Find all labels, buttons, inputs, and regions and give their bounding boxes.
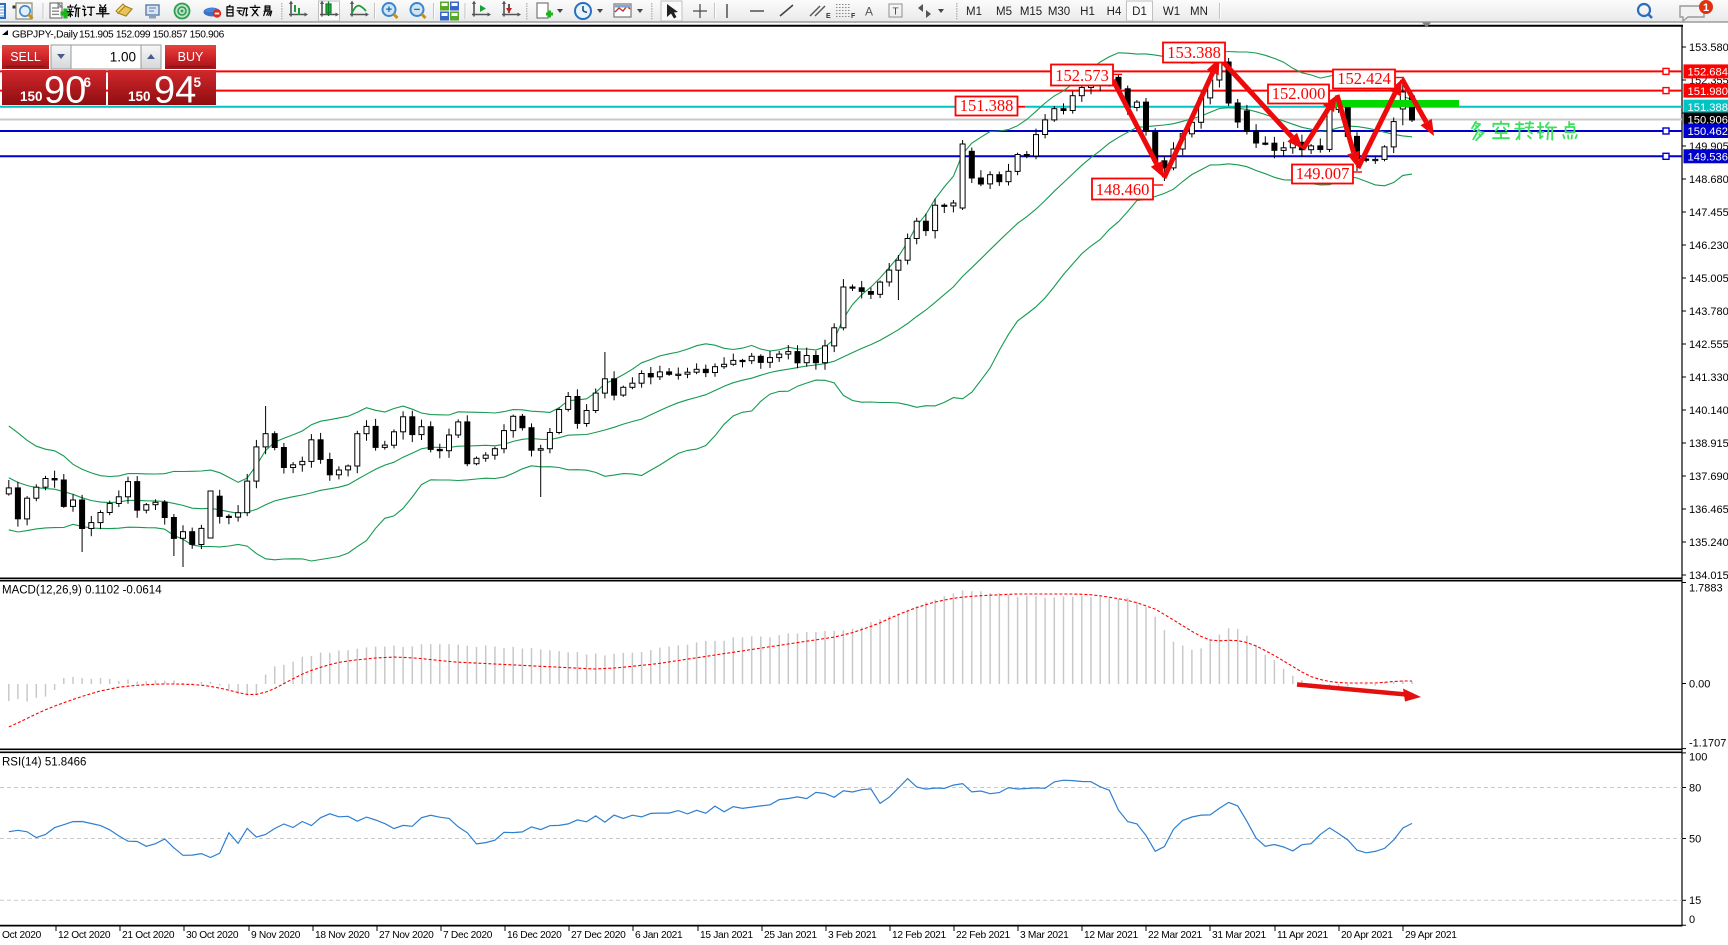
svg-text:153.388: 153.388 <box>1167 43 1221 62</box>
svg-text:1.00: 1.00 <box>110 50 136 65</box>
svg-text:M15: M15 <box>1020 6 1042 18</box>
svg-text:MACD(12,26,9) 0.1102 -0.0614: MACD(12,26,9) 0.1102 -0.0614 <box>2 585 162 597</box>
svg-text:SELL: SELL <box>10 50 41 64</box>
svg-text:152.000: 152.000 <box>1272 84 1326 103</box>
svg-text:30 Oct 2020: 30 Oct 2020 <box>186 930 239 941</box>
svg-text:−: − <box>414 4 420 16</box>
svg-text:0.00: 0.00 <box>1689 678 1710 690</box>
svg-text:135.240: 135.240 <box>1689 537 1728 549</box>
svg-text:-1.1707: -1.1707 <box>1689 738 1726 750</box>
svg-text:11 Apr 2021: 11 Apr 2021 <box>1277 930 1329 941</box>
svg-text:146.230: 146.230 <box>1689 240 1728 252</box>
svg-text:27 Nov 2020: 27 Nov 2020 <box>379 930 434 941</box>
svg-text:W1: W1 <box>1163 6 1180 18</box>
svg-text:1.7883: 1.7883 <box>1689 583 1723 595</box>
svg-text:0: 0 <box>1689 914 1695 926</box>
svg-text:BUY: BUY <box>178 50 204 64</box>
svg-text:21 Oct 2020: 21 Oct 2020 <box>122 930 175 941</box>
svg-text:151.980: 151.980 <box>1688 86 1728 98</box>
svg-text:147.455: 147.455 <box>1689 207 1728 219</box>
svg-text:15: 15 <box>1689 895 1701 907</box>
svg-text:M30: M30 <box>1048 6 1070 18</box>
svg-text:152.573: 152.573 <box>1055 66 1109 85</box>
svg-text:80: 80 <box>1689 782 1701 794</box>
svg-text:150: 150 <box>20 89 43 104</box>
svg-text:18 Nov 2020: 18 Nov 2020 <box>315 930 370 941</box>
svg-text:+: + <box>386 4 392 16</box>
svg-text:151.905 152.099 150.857 150.90: 151.905 152.099 150.857 150.906 <box>79 30 225 41</box>
svg-text:A: A <box>865 5 873 19</box>
svg-text:148.460: 148.460 <box>1096 180 1150 199</box>
svg-text:151.388: 151.388 <box>960 96 1014 115</box>
svg-text:145.005: 145.005 <box>1689 273 1728 285</box>
svg-text:137.690: 137.690 <box>1689 471 1728 483</box>
svg-text:3 Mar 2021: 3 Mar 2021 <box>1020 930 1069 941</box>
svg-text:29 Apr 2021: 29 Apr 2021 <box>1405 930 1457 941</box>
svg-text:M5: M5 <box>996 6 1012 18</box>
svg-text:150.906: 150.906 <box>1688 115 1728 127</box>
svg-text:H1: H1 <box>1080 6 1095 18</box>
svg-text:12 Oct 2020: 12 Oct 2020 <box>58 930 111 941</box>
svg-text:GBPJPY-,Daily: GBPJPY-,Daily <box>12 30 79 41</box>
svg-text:153.580: 153.580 <box>1689 42 1728 54</box>
svg-text:134.015: 134.015 <box>1689 570 1728 582</box>
svg-text:22 Feb 2021: 22 Feb 2021 <box>956 930 1011 941</box>
svg-text:12 Mar 2021: 12 Mar 2021 <box>1084 930 1139 941</box>
svg-text:T: T <box>892 7 898 18</box>
svg-text:27 Dec 2020: 27 Dec 2020 <box>571 930 626 941</box>
svg-text:151.388: 151.388 <box>1688 102 1728 114</box>
svg-text:9 Nov 2020: 9 Nov 2020 <box>251 930 301 941</box>
svg-text:138.915: 138.915 <box>1689 438 1728 450</box>
svg-text:143.780: 143.780 <box>1689 306 1728 318</box>
svg-text:1: 1 <box>1703 2 1709 14</box>
svg-text:149.007: 149.007 <box>1296 164 1350 183</box>
svg-text:152.684: 152.684 <box>1688 67 1728 79</box>
svg-text:F: F <box>851 13 856 20</box>
svg-text:150: 150 <box>128 89 151 104</box>
svg-text:M1: M1 <box>966 6 982 18</box>
svg-text:150.462: 150.462 <box>1688 126 1728 138</box>
svg-text:22 Mar 2021: 22 Mar 2021 <box>1148 930 1203 941</box>
svg-text:141.330: 141.330 <box>1689 372 1728 384</box>
svg-text:136.465: 136.465 <box>1689 504 1728 516</box>
svg-text:142.555: 142.555 <box>1689 339 1728 351</box>
svg-text:7 Dec 2020: 7 Dec 2020 <box>443 930 493 941</box>
svg-text:E: E <box>826 13 831 20</box>
svg-text:140.140: 140.140 <box>1689 405 1728 417</box>
svg-text:90: 90 <box>44 70 86 112</box>
svg-text:MN: MN <box>1190 6 1208 18</box>
svg-text:16 Dec 2020: 16 Dec 2020 <box>507 930 562 941</box>
svg-text:148.680: 148.680 <box>1689 174 1728 186</box>
svg-text:12 Feb 2021: 12 Feb 2021 <box>892 930 947 941</box>
svg-text:5: 5 <box>194 75 202 90</box>
svg-text:15 Jan 2021: 15 Jan 2021 <box>700 930 753 941</box>
svg-text:6: 6 <box>84 75 92 90</box>
svg-text:31 Mar 2021: 31 Mar 2021 <box>1212 930 1267 941</box>
svg-text:6 Jan 2021: 6 Jan 2021 <box>635 930 683 941</box>
svg-text:50: 50 <box>1689 833 1701 845</box>
svg-text:Oct 2020: Oct 2020 <box>2 930 42 941</box>
svg-text:D1: D1 <box>1132 6 1147 18</box>
svg-text:94: 94 <box>154 70 196 112</box>
svg-text:100: 100 <box>1689 752 1707 764</box>
svg-text:25 Jan 2021: 25 Jan 2021 <box>764 930 817 941</box>
svg-text:3 Feb 2021: 3 Feb 2021 <box>828 930 877 941</box>
svg-text:20 Apr 2021: 20 Apr 2021 <box>1341 930 1393 941</box>
svg-text:149.536: 149.536 <box>1688 152 1728 164</box>
svg-text:RSI(14) 51.8466: RSI(14) 51.8466 <box>2 757 86 769</box>
svg-text:152.424: 152.424 <box>1337 69 1391 88</box>
svg-text:H4: H4 <box>1107 6 1122 18</box>
